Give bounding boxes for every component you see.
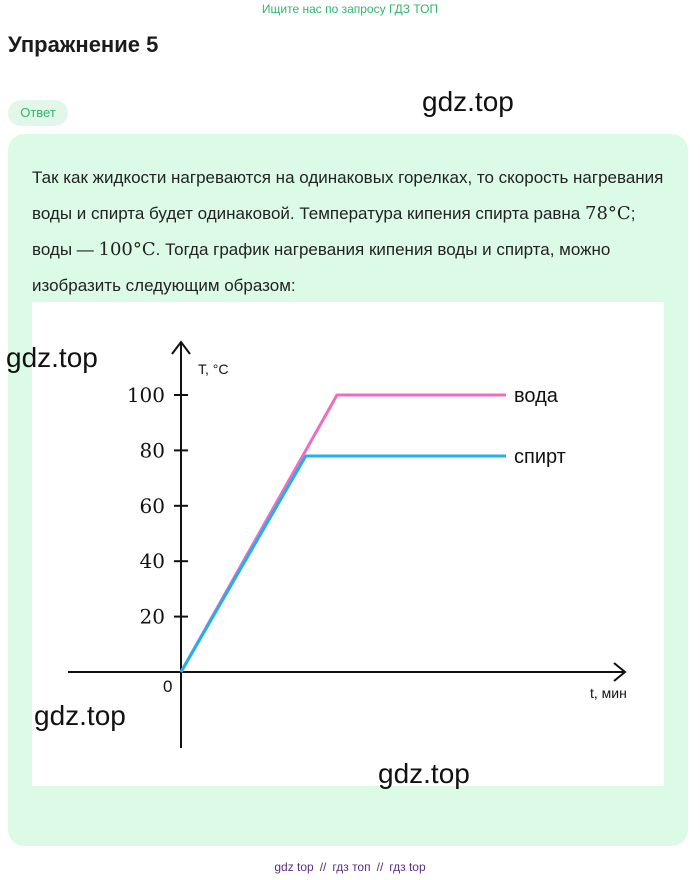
temp-water: 100°C [98,239,156,260]
series-line-spirit [179,454,506,673]
watermark: gdz.top [34,700,126,731]
watermark: gdz.top [6,342,98,373]
answer-text-part3: . Тогда график нагревания кипения воды и… [32,240,611,295]
footer-links: gdz top // гдз топ // гдз top [0,860,700,874]
answer-text-part2: ; воды — [32,204,636,259]
y-tick-label: 20 [140,605,165,629]
x-axis-label: t, мин [590,685,627,701]
watermark: gdz.top [378,758,470,789]
page-title: Упражнение 5 [8,32,159,57]
footer-link[interactable]: гдз top [389,860,426,874]
footer-separator: // [319,860,327,874]
chart-panel: T, °C t, мин 0 20 40 60 80 100 вода спирт [32,302,664,786]
answer-text: Так как жидкости нагреваются на одинаков… [32,160,672,304]
series-label: вода [514,385,559,407]
temp-spirit: 78°C [585,203,631,224]
series-label: спирт [514,446,566,468]
x-axis-arrow [613,662,627,682]
answer-text-part1: Так как жидкости нагреваются на одинаков… [32,168,664,223]
y-tick-label: 100 [127,383,165,407]
series-line-water [179,393,506,673]
y-tick-label: 40 [140,549,165,573]
origin-label: 0 [163,677,172,696]
answer-badge-button[interactable]: Ответ [8,100,68,126]
footer-separator: // [376,860,384,874]
top-banner: Ищите нас по запросу ГДЗ ТОП [261,2,439,16]
y-tick-label: 80 [140,438,165,462]
y-axis-label: T, °C [198,361,229,377]
footer-link[interactable]: гдз топ [332,860,371,874]
footer-link[interactable]: gdz top [274,860,314,874]
temperature-chart: T, °C t, мин 0 20 40 60 80 100 вода спирт [68,340,627,748]
watermark: gdz.top [422,86,514,117]
y-axis-arrow [171,340,191,355]
y-tick-label: 60 [140,494,165,518]
